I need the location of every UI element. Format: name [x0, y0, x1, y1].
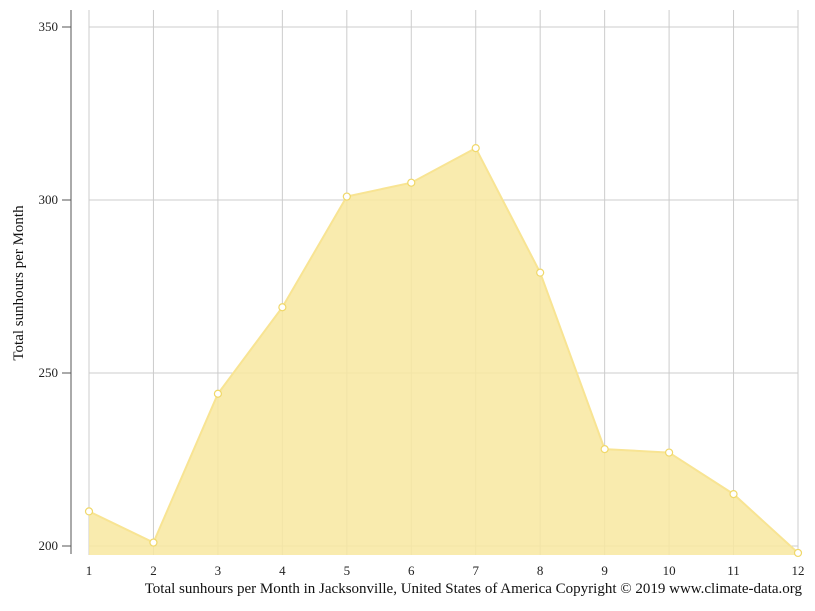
x-tick-label-10: 10 [663, 563, 676, 578]
y-tick-label-350: 350 [39, 19, 59, 34]
data-point-2 [149, 538, 158, 547]
y-tick-label-250: 250 [39, 365, 59, 380]
x-tick-label-6: 6 [408, 563, 415, 578]
data-point-9 [600, 445, 609, 454]
x-tick-label-3: 3 [215, 563, 222, 578]
data-point-4 [278, 303, 287, 312]
x-tick-label-5: 5 [344, 563, 351, 578]
data-point-8 [536, 268, 545, 277]
x-tick-label-1: 1 [86, 563, 93, 578]
series-line [88, 146, 799, 554]
x-tick-label-12: 12 [792, 563, 805, 578]
data-point-11 [729, 490, 738, 499]
data-point-5 [342, 192, 351, 201]
data-point-12 [793, 548, 803, 558]
data-point-7 [471, 144, 480, 153]
data-point-10 [664, 448, 674, 457]
data-point-1 [84, 507, 94, 516]
chart-caption: Total sunhours per Month in Jacksonville… [144, 581, 802, 597]
data-point-3 [213, 389, 223, 398]
x-tick-label-8: 8 [537, 563, 544, 578]
y-tick-label-300: 300 [39, 192, 59, 207]
x-tick-label-11: 11 [727, 563, 740, 578]
data-point-6 [407, 178, 416, 187]
area-fill [89, 148, 798, 555]
y-axis-title: Total sunhours per Month [11, 205, 27, 361]
x-tick-label-2: 2 [150, 563, 157, 578]
y-tick-label-200: 200 [39, 538, 59, 553]
x-tick-label-7: 7 [472, 563, 479, 578]
x-tick-label-9: 9 [601, 563, 608, 578]
x-tick-label-4: 4 [279, 563, 286, 578]
